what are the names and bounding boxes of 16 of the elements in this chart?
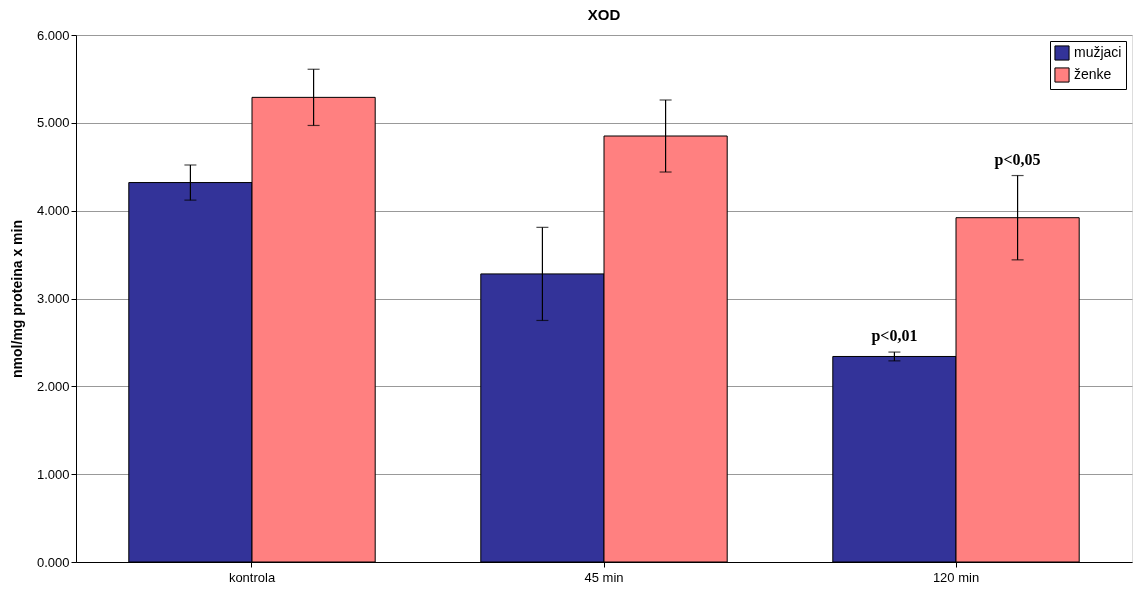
- x-tick-label: 120 min: [932, 569, 980, 585]
- chart-title: XOD: [587, 6, 621, 23]
- legend-label: mužjaci: [1074, 44, 1122, 60]
- x-tick-label: kontrola: [228, 569, 276, 585]
- annotation: p<0,05: [994, 150, 1041, 169]
- y-tick-label: 6.000: [36, 27, 70, 43]
- y-tick-label: 5.000: [36, 115, 70, 131]
- legend-label: ženke: [1074, 66, 1112, 82]
- y-tick-label: 1.000: [36, 466, 70, 482]
- x-tick-label: 45 min: [584, 569, 624, 585]
- y-tick-label: 3.000: [36, 291, 70, 306]
- y-tick-label: 4.000: [36, 203, 70, 219]
- y-axis-title: nmol/mg proteina x min: [8, 220, 25, 378]
- annotation: p<0,01: [871, 327, 918, 346]
- y-tick-label: 0.000: [36, 554, 70, 570]
- y-tick-label: 2.000: [36, 378, 70, 394]
